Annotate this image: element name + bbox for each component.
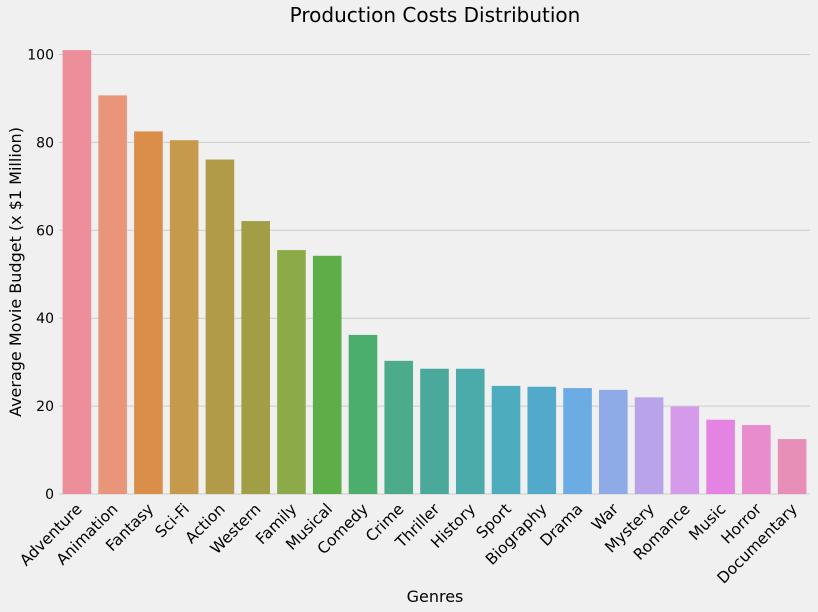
bar-history [455, 368, 485, 494]
bar-sport [491, 385, 521, 494]
y-tick-label: 20 [36, 399, 54, 415]
y-axis-label: Average Movie Budget (x $1 Million) [6, 127, 25, 417]
bar-action [205, 159, 235, 494]
bar-musical [312, 255, 342, 494]
bar-biography [527, 386, 557, 494]
bar-comedy [348, 334, 378, 494]
y-tick-label: 80 [36, 135, 54, 151]
y-tick-label: 40 [36, 311, 54, 327]
bar-western [241, 221, 270, 494]
bar-fantasy [134, 131, 163, 494]
bar-adventure [62, 50, 92, 494]
bar-horror [742, 424, 771, 494]
bar-music [706, 419, 735, 494]
x-tick-labels: AdventureAnimationFantasySci-FiActionWes… [16, 500, 801, 588]
bar-documentary [777, 439, 807, 494]
bar-drama [563, 388, 592, 494]
y-tick-label: 60 [36, 223, 54, 239]
bar-crime [384, 360, 414, 494]
bar-animation [98, 95, 127, 494]
bar-romance [670, 406, 700, 494]
bar-war [599, 389, 628, 494]
chart-title: Production Costs Distribution [290, 3, 581, 27]
y-tick-labels: 0 20 40 60 80 100 [27, 48, 54, 504]
bars [62, 50, 807, 494]
bar-thriller [420, 368, 449, 494]
y-tick-label: 0 [45, 487, 54, 503]
bar-family [277, 250, 306, 494]
bar-sci-fi [169, 140, 199, 494]
y-tick-label: 100 [27, 48, 54, 64]
bar-mystery [634, 397, 664, 494]
x-axis-label: Genres [407, 587, 464, 606]
